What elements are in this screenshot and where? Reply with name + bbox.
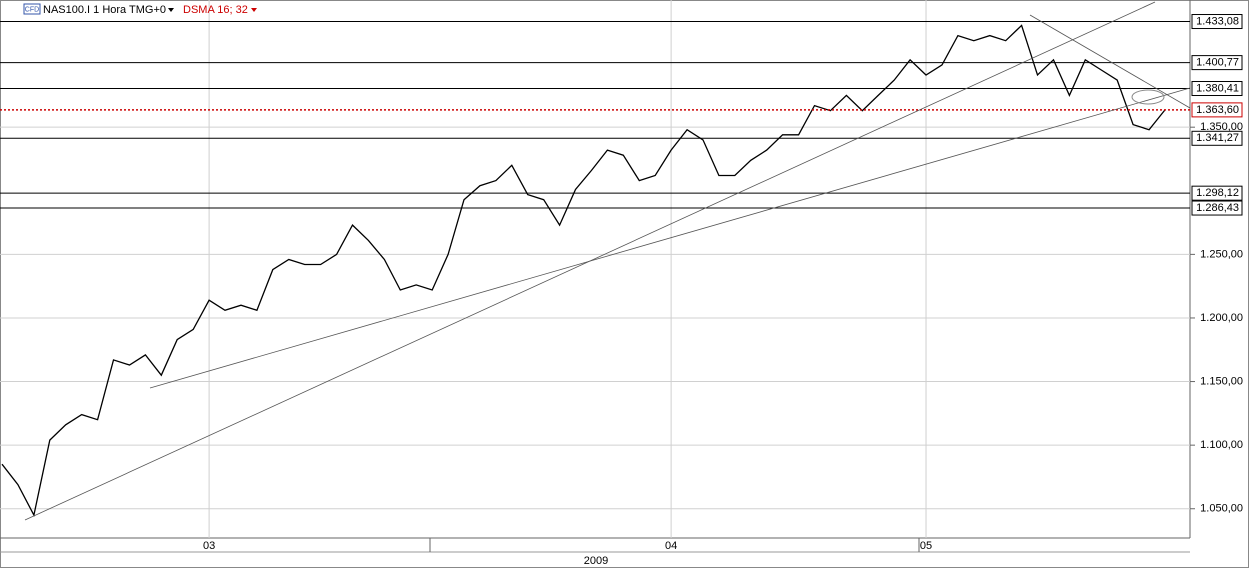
y-tick-label: 1.200,00 <box>1200 312 1243 324</box>
level-label: 1.380,41 <box>1196 82 1239 94</box>
dropdown-arrow[interactable] <box>251 8 257 12</box>
level-box <box>1191 81 1243 97</box>
price-line <box>1 24 1166 517</box>
indicator[interactable]: DSMA 16; 32 <box>183 4 248 16</box>
level-label: 1.433,08 <box>1196 15 1239 27</box>
year-label: 2009 <box>584 555 608 567</box>
level-label: 1.363,60 <box>1196 104 1239 116</box>
y-tick-label: 1.100,00 <box>1200 439 1243 451</box>
level-box <box>1191 200 1243 216</box>
x-tick-label: 04 <box>665 540 677 552</box>
level-label: 1.400,77 <box>1196 57 1239 69</box>
level-box <box>1191 14 1243 30</box>
trendline <box>1029 14 1191 109</box>
badge: CFD <box>25 6 39 13</box>
plot <box>0 0 1195 538</box>
x-tick-label: 05 <box>920 540 932 552</box>
x-tick-label: 03 <box>203 540 215 552</box>
trendline <box>149 87 1191 389</box>
level-label: 1.298,12 <box>1196 187 1239 199</box>
level-label: 1.341,27 <box>1196 132 1239 144</box>
level-label: 1.286,43 <box>1196 202 1239 214</box>
y-tick-label: 1.250,00 <box>1200 248 1243 260</box>
badge-box <box>23 3 41 15</box>
dropdown-arrow[interactable] <box>168 8 174 12</box>
y-tick-label: 1.150,00 <box>1200 375 1243 387</box>
level-box <box>1191 102 1243 118</box>
y-tick-label: 1.350,00 <box>1200 121 1243 133</box>
level-box <box>1191 55 1243 71</box>
annotation-ellipse <box>1131 89 1165 105</box>
level-box <box>1191 185 1243 201</box>
level-box <box>1191 130 1243 146</box>
y-tick-label: 1.050,00 <box>1200 503 1243 515</box>
symbol[interactable]: NAS100.I 1 Hora TMG+0 <box>43 4 166 16</box>
